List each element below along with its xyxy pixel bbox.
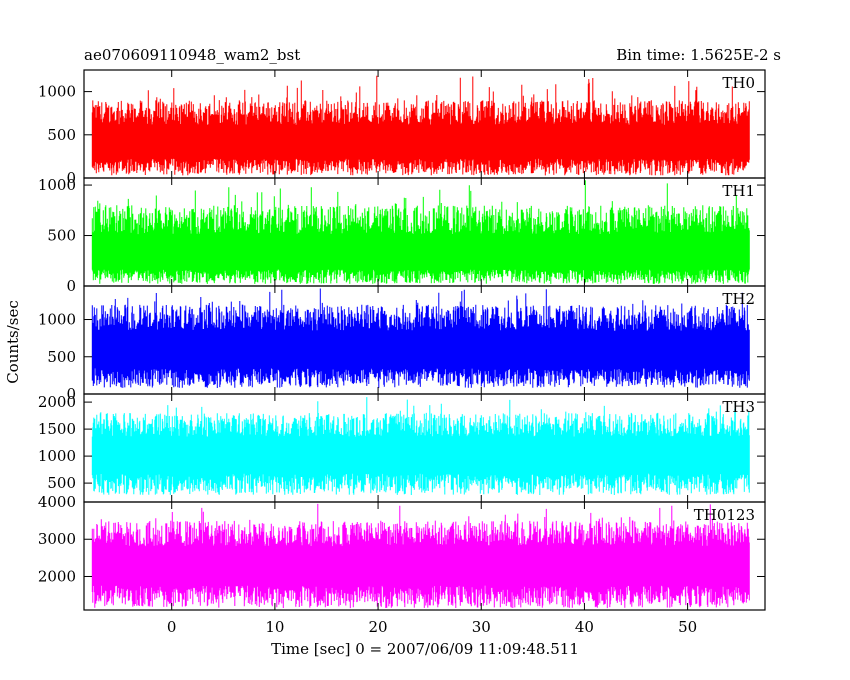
panel-th1: 0 500 1000 TH1 bbox=[38, 176, 766, 295]
y-axis-label: Counts/sec bbox=[4, 300, 22, 384]
panel-th0: 0 500 1000 TH0 bbox=[38, 69, 766, 187]
y-tick-label: 500 bbox=[47, 227, 76, 245]
y-tick-label: 0 bbox=[66, 385, 76, 403]
x-tick-label: 30 bbox=[472, 618, 491, 636]
panel-frame bbox=[83, 501, 766, 611]
x-tick-label: 20 bbox=[369, 618, 388, 636]
y-tick-label: 500 bbox=[47, 348, 76, 366]
x-tick-label: 10 bbox=[265, 618, 284, 636]
y-tick-label: 2000 bbox=[38, 567, 76, 585]
panel-th2: 0 500 1000 TH2 bbox=[38, 285, 766, 403]
series-th1 bbox=[91, 180, 750, 284]
chart-title: ae070609110948_wam2_bst bbox=[84, 46, 300, 64]
y-tick-label: 500 bbox=[47, 126, 76, 144]
x-tick-label: 50 bbox=[678, 618, 697, 636]
chart-subtitle: Bin time: 1.5625E-2 s bbox=[616, 46, 781, 64]
panels-group: 0 500 1000 TH0 0 500 1000 TH1 0 500 1000 TH2 500 1000… bbox=[38, 69, 766, 611]
panel-label-th0: TH0 bbox=[722, 74, 755, 92]
y-tick-label: 1500 bbox=[38, 420, 76, 438]
y-tick-label: 3000 bbox=[38, 530, 76, 548]
y-tick-label: 0 bbox=[66, 169, 76, 187]
panel-label-th0123: TH0123 bbox=[694, 506, 755, 524]
series-th0 bbox=[91, 75, 750, 176]
y-tick-label: 1000 bbox=[38, 447, 76, 465]
series-th3 bbox=[91, 397, 750, 495]
panel-th0123: 2000 3000 4000 TH0123 bbox=[38, 493, 766, 611]
y-tick-label: 1000 bbox=[38, 311, 76, 329]
x-axis: 0 10 20 30 40 50 bbox=[167, 618, 697, 636]
y-tick-label: 4000 bbox=[38, 493, 76, 511]
panel-label-th1: TH1 bbox=[722, 182, 755, 200]
y-tick-label: 0 bbox=[66, 277, 76, 295]
series-th2 bbox=[91, 288, 750, 388]
panel-label-th3: TH3 bbox=[722, 398, 755, 416]
y-tick-label: 1000 bbox=[38, 176, 76, 194]
panel-th3: 500 1000 1500 2000 TH3 bbox=[38, 393, 766, 503]
y-tick-label: 1000 bbox=[38, 83, 76, 101]
panel-label-th2: TH2 bbox=[722, 290, 755, 308]
y-tick-label: 500 bbox=[47, 474, 76, 492]
x-tick-label: 0 bbox=[167, 618, 177, 636]
x-axis-label: Time [sec] 0 = 2007/06/09 11:09:48.511 bbox=[271, 640, 579, 658]
y-tick-label: 2000 bbox=[38, 393, 76, 411]
x-tick-label: 40 bbox=[575, 618, 594, 636]
series-th0123 bbox=[91, 503, 750, 609]
